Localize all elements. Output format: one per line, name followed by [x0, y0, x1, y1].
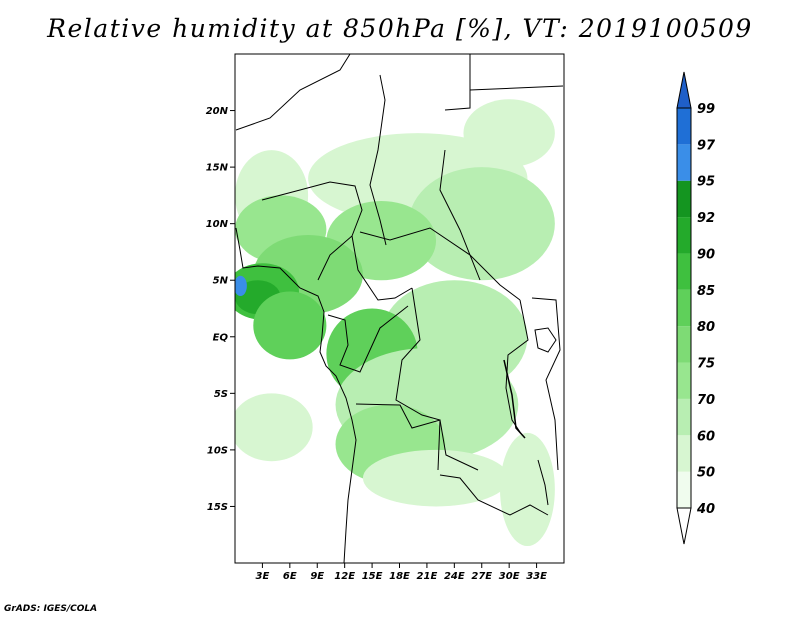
colorbar: 40 50 60 70 75 80 85 90 92 95 97 99	[676, 71, 716, 545]
humidity-region	[235, 393, 313, 462]
lake-victoria	[534, 327, 557, 353]
border-north	[369, 74, 387, 246]
colorbar-segment	[677, 326, 691, 363]
humidity-region	[253, 291, 327, 360]
lon-tick-label: 18E	[389, 571, 410, 582]
humidity-region	[463, 99, 555, 168]
plot-title: Relative humidity at 850hPa [%], VT: 201…	[47, 14, 753, 43]
colorbar-segment	[677, 471, 691, 508]
colorbar-bottom-arrow	[676, 507, 692, 545]
border-sahara	[235, 54, 351, 131]
border-chad-sudan	[439, 149, 521, 301]
lon-tick-label: 33E	[526, 571, 547, 582]
coastline	[235, 227, 357, 563]
colorbar-label: 99	[697, 102, 715, 117]
border-gabon-congo	[327, 305, 409, 373]
colorbar-top-arrow	[676, 71, 692, 109]
lon-tick-label: 27E	[471, 571, 492, 582]
border-south	[439, 474, 549, 516]
colorbar-segment	[677, 180, 691, 218]
lat-tick-label: 20N	[206, 106, 229, 117]
lon-tick-label: 3E	[256, 571, 270, 582]
colorbar-segment	[677, 144, 691, 181]
colorbar-label: 50	[697, 466, 715, 481]
border-angola-zambia	[355, 403, 441, 471]
lat-tick-label: 5S	[214, 389, 228, 400]
humidity-region	[235, 275, 247, 297]
border-drc	[395, 287, 479, 471]
border-uganda	[531, 297, 561, 471]
colorbar-label: 92	[697, 211, 715, 226]
humidity-region	[408, 167, 555, 281]
longitude-axis: 3E 6E 9E 12E 15E 18E 21E 24E 27E 30E 33E	[256, 563, 547, 582]
colorbar-segment	[677, 108, 691, 145]
lon-tick-label: 9E	[310, 571, 324, 582]
lat-tick-label: 10N	[206, 219, 229, 230]
colorbar-label: 60	[697, 429, 715, 444]
lat-tick-label: 15S	[207, 502, 228, 513]
colorbar-label: 40	[696, 502, 715, 517]
grads-credit: GrADS: IGES/COLA	[4, 604, 98, 614]
border-libya-egypt	[444, 54, 471, 111]
colorbar-label: 75	[697, 357, 715, 372]
colorbar-segment	[677, 253, 691, 290]
lat-tick-label: EQ	[213, 332, 229, 343]
border-car	[359, 227, 481, 281]
lon-tick-label: 12E	[334, 571, 355, 582]
colorbar-segment	[677, 435, 691, 472]
lon-tick-label: 24E	[444, 571, 465, 582]
humidity-region	[362, 449, 510, 507]
humidity-field	[235, 99, 555, 547]
colorbar-label: 80	[697, 320, 715, 335]
border-nigeria	[261, 181, 363, 281]
border-cameroon	[351, 235, 413, 301]
colorbar-segment	[677, 398, 691, 436]
lake-malawi	[537, 459, 549, 506]
colorbar-frame	[676, 107, 692, 509]
latitude-axis: 20N 15N 10N 5N EQ 5S 10S 15S	[206, 106, 235, 513]
colorbar-label: 85	[697, 284, 715, 299]
lon-tick-label: 6E	[283, 571, 297, 582]
colorbar-label: 90	[697, 247, 715, 262]
lat-tick-label: 10S	[207, 445, 228, 456]
lat-tick-label: 5N	[213, 276, 229, 287]
lon-tick-label: 30E	[499, 571, 520, 582]
lon-tick-label: 15E	[362, 571, 383, 582]
colorbar-segment	[677, 217, 691, 254]
humidity-region	[500, 432, 555, 547]
lake-tanganyika	[503, 359, 526, 439]
colorbar-label: 97	[697, 138, 716, 153]
colorbar-segment	[677, 362, 691, 399]
colorbar-segment	[677, 289, 691, 327]
border-upper-right	[469, 85, 564, 91]
colorbar-label: 95	[697, 175, 715, 190]
colorbar-label: 70	[697, 393, 715, 408]
country-borders	[235, 54, 564, 563]
lat-tick-label: 15N	[206, 163, 229, 174]
lon-tick-label: 21E	[417, 571, 438, 582]
